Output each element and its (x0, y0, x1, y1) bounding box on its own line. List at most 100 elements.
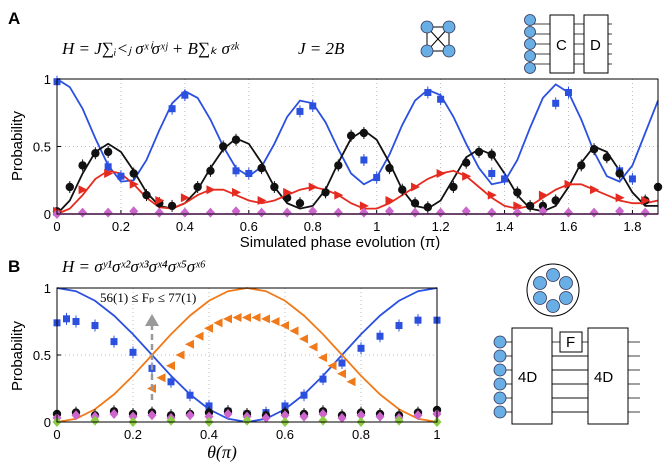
data-point-red (462, 171, 472, 181)
data-point-purple (103, 207, 113, 218)
data-point-orange (261, 314, 270, 324)
x-tick-label: 1 (373, 219, 380, 234)
data-point-red (385, 196, 395, 205)
data-point-orange (166, 361, 175, 371)
data-point-orange (337, 369, 346, 379)
data-point-red (538, 190, 548, 200)
data-point-blue (564, 89, 572, 96)
data-point-blue (245, 170, 253, 177)
data-point-black (129, 169, 138, 178)
data-point-black (103, 147, 113, 157)
data-point-black (359, 128, 369, 138)
data-point-red (129, 179, 139, 189)
data-point-blue (296, 107, 304, 115)
y-tick-label: 0.5 (33, 140, 51, 155)
x-tick-label: 1.8 (623, 219, 641, 234)
data-point-purple (223, 408, 233, 419)
data-point-blue (168, 105, 176, 113)
data-point-black (91, 149, 100, 158)
y-tick-label: 0 (44, 415, 51, 430)
data-point-blue (232, 167, 240, 175)
data-point-black (321, 188, 330, 197)
data-point-blue (376, 332, 384, 340)
data-point-black (346, 131, 356, 140)
data-point-purple (257, 207, 267, 218)
data-point-black (142, 190, 151, 200)
data-point-blue (63, 315, 70, 323)
series-line-black (56, 129, 658, 215)
box-f: F (566, 334, 575, 351)
data-point-red (487, 190, 497, 200)
data-point-orange (204, 323, 213, 333)
data-point-black (538, 201, 548, 211)
circuit-diagram-b: 4D F 4D (493, 327, 640, 425)
data-point-orange (280, 321, 289, 331)
data-point-red (308, 182, 318, 192)
data-point-blue (628, 175, 636, 183)
data-point-orange (194, 331, 204, 341)
data-point-black (206, 166, 215, 175)
box-4d-right: 4D (594, 369, 613, 386)
data-point-green (90, 415, 100, 426)
data-point-purple (333, 207, 343, 218)
data-point-black (334, 161, 343, 170)
data-point-purple (185, 410, 195, 421)
data-point-orange (213, 318, 223, 328)
data-point-black (423, 203, 433, 212)
data-point-purple (280, 410, 290, 421)
data-point-red (334, 190, 344, 200)
data-point-black (589, 145, 599, 154)
data-point-red (206, 185, 216, 195)
data-point-purple (261, 412, 271, 423)
data-point-blue (186, 391, 194, 399)
data-point-red (283, 187, 293, 197)
data-point-blue (167, 378, 175, 386)
data-point-orange (251, 312, 261, 322)
data-point-blue (91, 322, 99, 330)
data-point-red (104, 169, 114, 178)
x-tick-label: 0.6 (240, 219, 258, 234)
box-4d-left: 4D (518, 369, 537, 386)
data-point-blue (309, 102, 317, 110)
data-point-red (615, 193, 625, 203)
data-point-purple (359, 207, 369, 218)
data-point-orange (270, 317, 280, 326)
fidelity-annotation: 56(1) ≤ Fₚ ≤ 77(1) (100, 290, 196, 305)
data-point-black (410, 199, 420, 208)
y-tick-label: 1 (44, 72, 51, 87)
panel-b-label: B (8, 257, 20, 276)
data-point-purple (589, 207, 599, 218)
box-d: D (590, 37, 601, 54)
data-point-black (513, 188, 522, 197)
x-tick-label: 0.2 (112, 219, 130, 234)
data-point-green (242, 415, 252, 426)
data-point-blue (104, 163, 112, 171)
x-tick-label: 1.2 (432, 219, 450, 234)
data-point-purple (563, 207, 573, 218)
data-point-red (436, 169, 446, 178)
y-tick-label: 0.5 (33, 348, 51, 363)
x-tick-label: 0.4 (200, 427, 218, 442)
x-tick-label: 0.6 (276, 427, 294, 442)
data-point-blue (181, 91, 189, 99)
data-point-black (270, 182, 279, 192)
data-point-black (257, 163, 266, 173)
data-point-red (564, 179, 574, 189)
complete-graph-icon (420, 20, 456, 58)
data-point-blue (437, 95, 445, 103)
data-point-purple (78, 207, 88, 218)
data-point-black (167, 201, 177, 211)
data-point-red (180, 193, 190, 203)
data-point-orange (223, 314, 232, 324)
data-point-purple (180, 207, 190, 218)
y-axis-label: Probability (9, 320, 26, 391)
data-point-orange (327, 361, 337, 371)
data-point-blue (414, 316, 422, 324)
data-point-red (590, 185, 600, 195)
panel-a-equation: H = J∑ᵢ<ⱼ σˣⁱσˣʲ + B∑ₖ σᶻᵏ (61, 39, 240, 58)
data-point-purple (487, 207, 497, 218)
data-point-black (474, 147, 484, 157)
data-point-black (525, 201, 535, 211)
data-point-blue (129, 348, 137, 356)
data-point-blue (300, 391, 308, 399)
